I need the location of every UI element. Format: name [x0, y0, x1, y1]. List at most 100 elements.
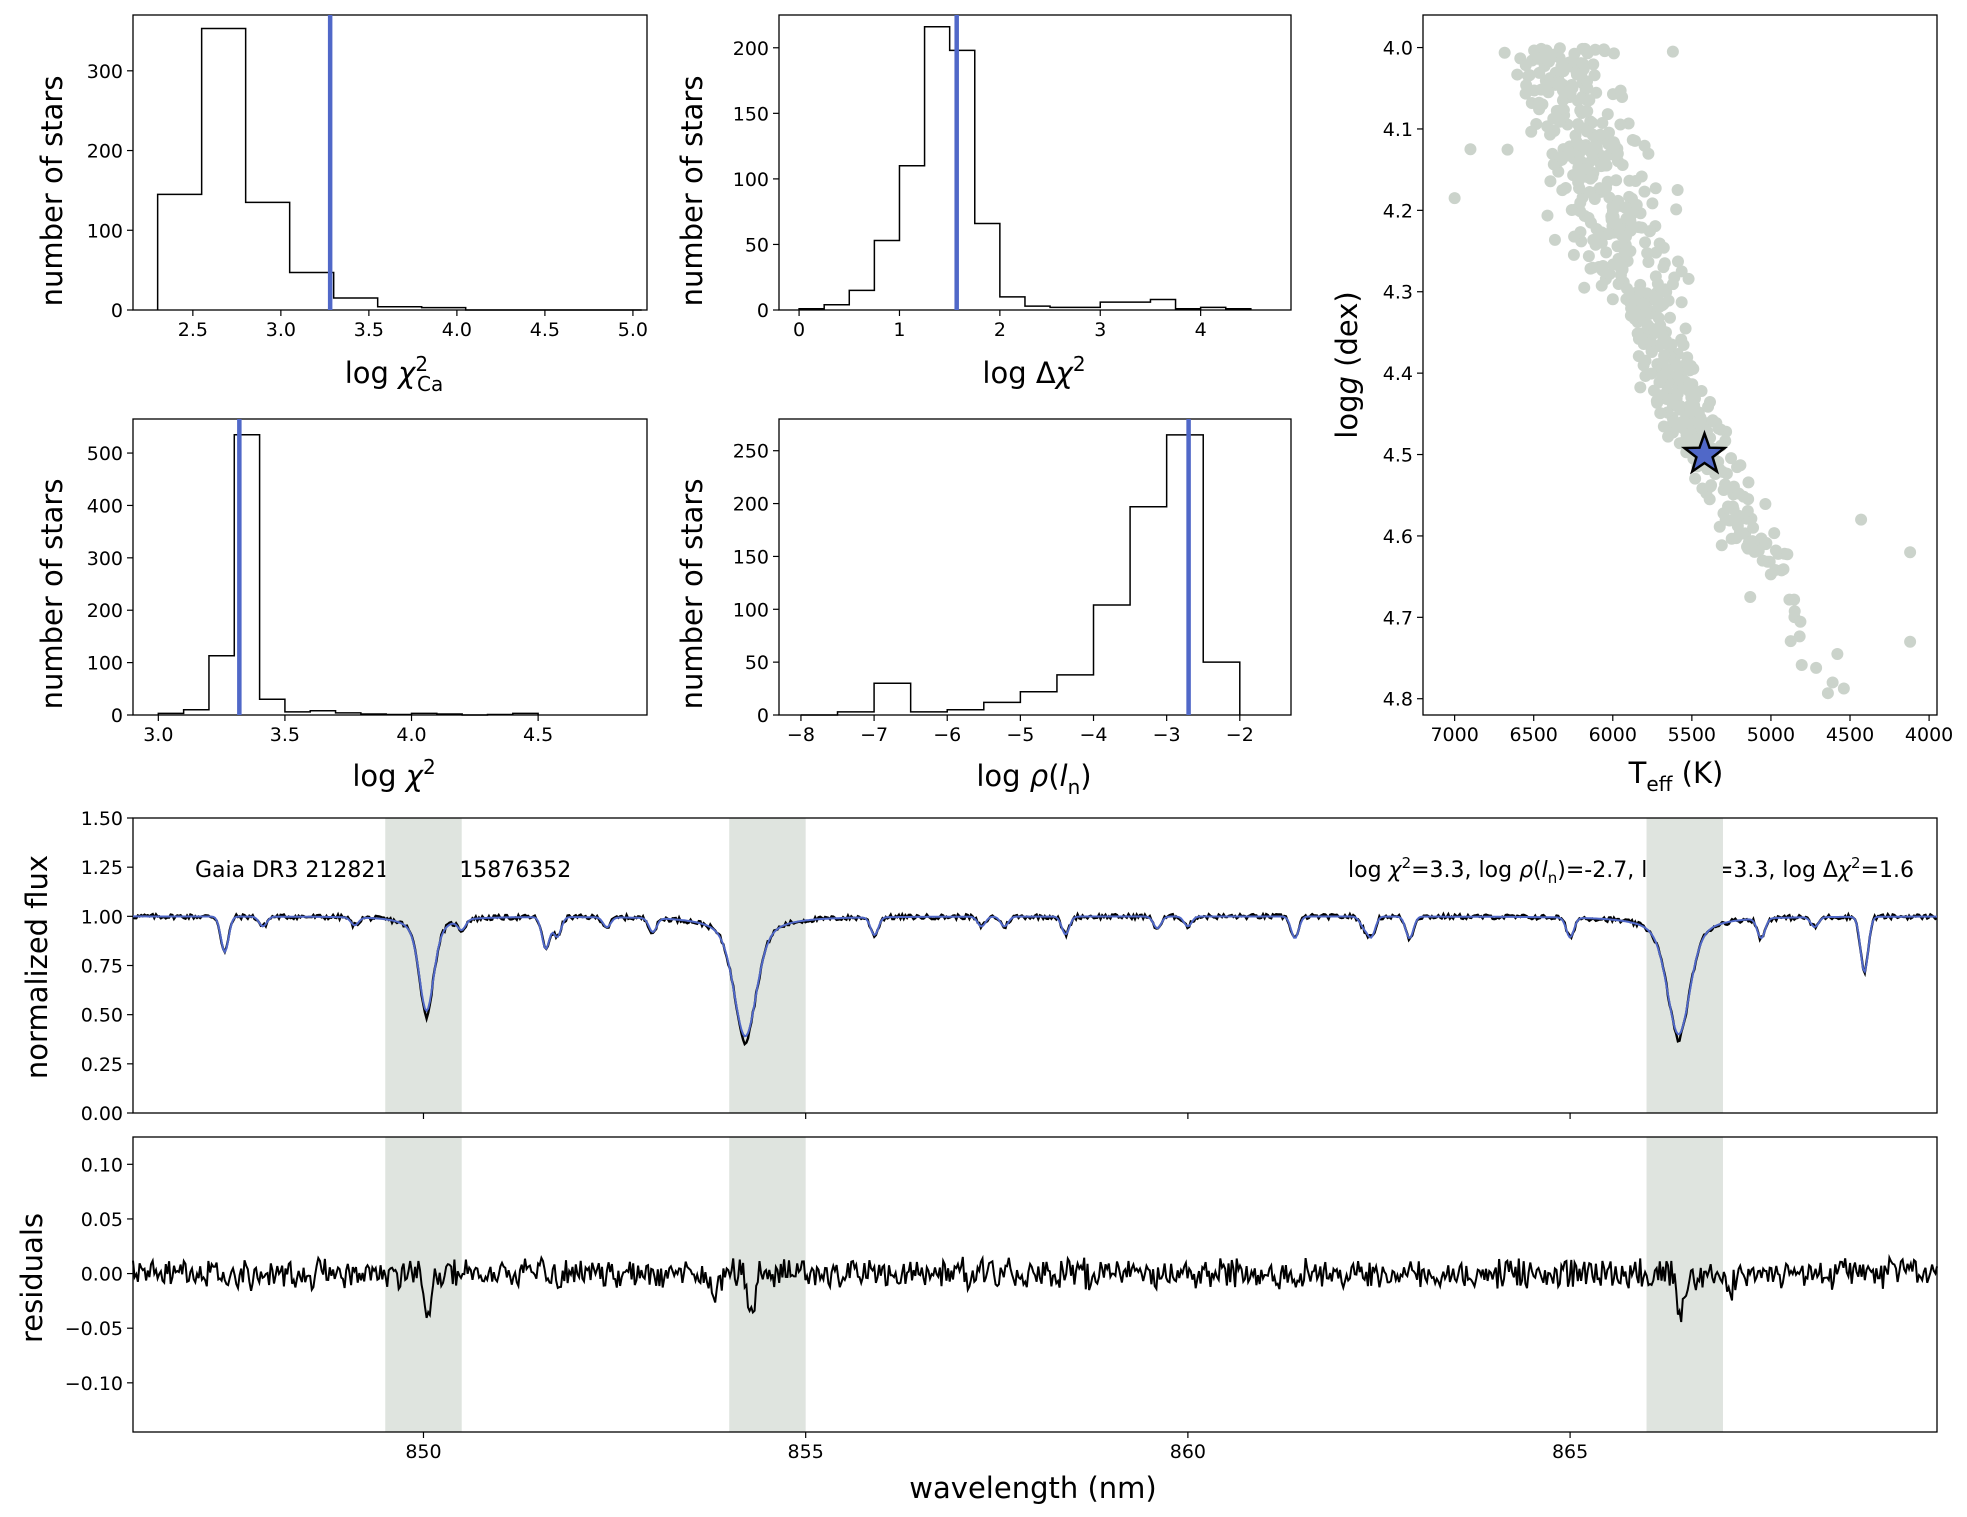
y-tick-label: 250 [733, 441, 769, 463]
scatter-point [1764, 568, 1777, 581]
scatter-point [1634, 286, 1647, 299]
scatter-point [1619, 201, 1632, 214]
scatter-point [1642, 256, 1655, 269]
scatter-point [1671, 184, 1684, 196]
x-tick-label: 865 [1552, 1441, 1588, 1463]
scatter-point [1675, 296, 1688, 309]
scatter-point [1568, 230, 1581, 243]
scatter-point [1570, 68, 1583, 81]
scatter-point [1557, 65, 1570, 78]
scatter-point [1781, 548, 1794, 561]
scatter-point [1597, 43, 1610, 56]
y-tick-label: 50 [745, 652, 769, 674]
x-tick-label: 5000 [1747, 724, 1795, 746]
y-tick-label: 0.00 [81, 1103, 123, 1125]
scatter-point [1662, 294, 1675, 307]
scatter-point [1544, 50, 1557, 63]
scatter-point [1741, 505, 1754, 518]
x-tick-label: 4 [1195, 319, 1207, 341]
axes-frame [132, 14, 648, 311]
scatter-point [1719, 513, 1732, 526]
axes-frame [778, 418, 1292, 716]
scatter-point [1745, 542, 1758, 555]
x-tick-label: −4 [1080, 724, 1108, 746]
scatter-point [1736, 527, 1749, 540]
scatter-point [1523, 69, 1536, 82]
scatter-point [1585, 116, 1598, 129]
x-tick-label: 3.5 [270, 724, 300, 746]
scatter-point [1532, 52, 1545, 65]
fit-summary-label: log χ2=3.3, log ρ(ln)=-2.7, log χ2Ca=3.3… [1348, 854, 1914, 887]
scatter-point [1597, 150, 1610, 163]
x-tick-label: 1 [893, 319, 905, 341]
y-tick-label: 500 [87, 443, 123, 465]
scatter-point [1831, 647, 1844, 660]
x-tick-label: −6 [933, 724, 961, 746]
scatter-point [1638, 139, 1651, 152]
scatter-point [1574, 196, 1587, 209]
scatter-point [1705, 479, 1718, 492]
scatter-point [1564, 87, 1577, 100]
y-axis-label: number of stars [675, 76, 709, 307]
scatter-point [1574, 171, 1587, 184]
calcium-triplet-band [1646, 1137, 1723, 1432]
x-tick-label: −8 [787, 724, 815, 746]
y-tick-label: 4.8 [1383, 689, 1413, 711]
scatter-point [1645, 367, 1658, 380]
y-tick-label: 4.1 [1383, 119, 1413, 141]
y-tick-label: 100 [733, 599, 769, 621]
scatter-point [1618, 246, 1631, 259]
scatter-point [1673, 437, 1686, 450]
scatter-point [1511, 68, 1524, 81]
scatter-point [1541, 209, 1554, 222]
scatter-point [1587, 58, 1600, 71]
scatter-point [1613, 223, 1626, 236]
y-tick-label: 4.5 [1383, 445, 1413, 467]
y-axis-label: number of stars [675, 479, 709, 710]
scatter-point [1530, 118, 1543, 131]
y-tick-label: 4.7 [1383, 607, 1413, 629]
scatter-point [1727, 480, 1740, 493]
scatter-point [1655, 337, 1668, 350]
x-tick-label: 5.0 [618, 319, 648, 341]
scatter-point [1570, 136, 1583, 149]
y-axis-label: number of stars [35, 76, 69, 307]
scatter-point [1643, 321, 1656, 334]
y-tick-label: −0.05 [65, 1318, 123, 1340]
x-tick-label: 6000 [1589, 724, 1637, 746]
scatter-point [1709, 467, 1722, 480]
scatter-point [1540, 79, 1553, 92]
scatter-point [1663, 311, 1676, 324]
scatter-point [1646, 197, 1659, 210]
scatter-point [1621, 282, 1634, 295]
scatter-point [1653, 376, 1666, 389]
scatter-point [1544, 175, 1557, 188]
y-tick-label: 300 [87, 548, 123, 570]
y-tick-label: 0.75 [81, 956, 123, 978]
scatter-point [1675, 265, 1688, 278]
scatter-point [1607, 47, 1620, 60]
y-tick-label: 4.2 [1383, 200, 1413, 222]
y-tick-label: 0 [757, 705, 769, 727]
axes-frame [778, 14, 1292, 311]
calcium-triplet-band [729, 818, 806, 1113]
scatter-point [1756, 554, 1769, 567]
scatter-point [1601, 108, 1614, 121]
scatter-point [1715, 539, 1728, 552]
scatter-point [1768, 527, 1781, 540]
residuals-panel: residuals wavelength (nm) 850 855 860 865 −0… [15, 1136, 1938, 1505]
y-tick-label: 0.25 [81, 1054, 123, 1076]
axes-frame [1422, 14, 1938, 716]
scatter-point [1553, 51, 1566, 64]
scatter-point [1649, 182, 1662, 195]
scatter-point [1674, 400, 1687, 413]
y-tick-label: 200 [87, 141, 123, 163]
scatter-point [1639, 236, 1652, 249]
histogram-step-outline [798, 26, 1252, 310]
calcium-triplet-band [729, 1137, 806, 1432]
histogram-step-outline [800, 434, 1241, 716]
scatter-point [1602, 126, 1615, 139]
scatter-point [1583, 94, 1596, 107]
x-tick-label: 2 [994, 319, 1006, 341]
